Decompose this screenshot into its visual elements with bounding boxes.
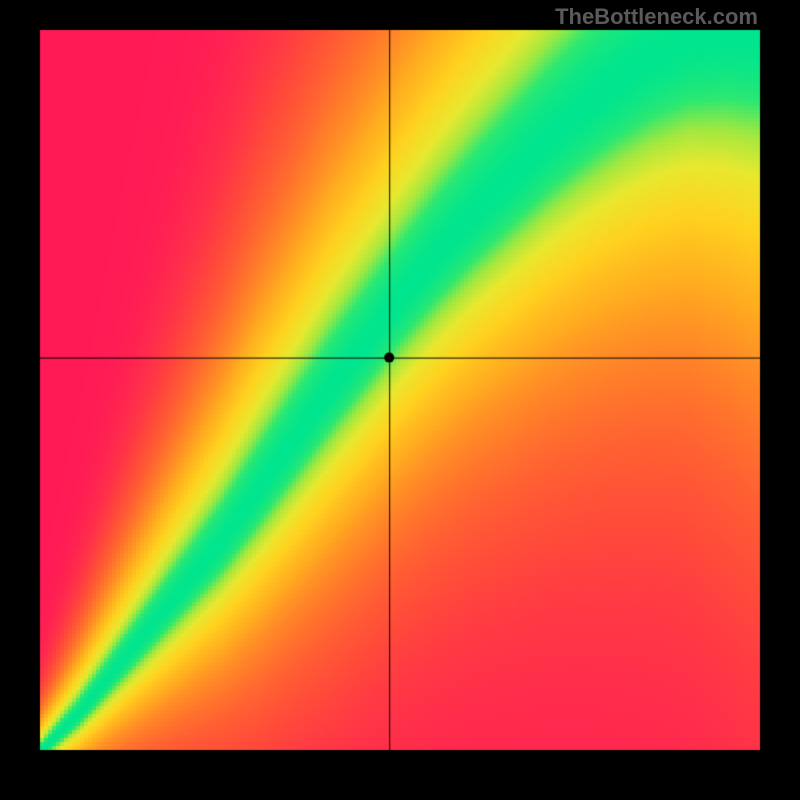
chart-container: { "canvas": { "width": 800, "height": 80… — [0, 0, 800, 800]
watermark-text: TheBottleneck.com — [555, 4, 758, 30]
heatmap-canvas — [0, 0, 800, 800]
